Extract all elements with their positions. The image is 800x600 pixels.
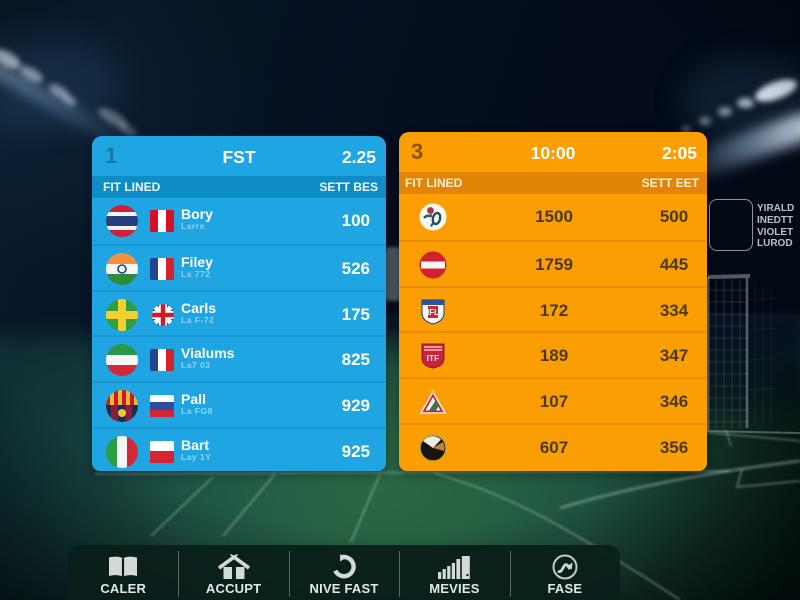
svg-text:IFL: IFL [427, 308, 439, 317]
svg-text:ITF: ITF [427, 353, 440, 363]
